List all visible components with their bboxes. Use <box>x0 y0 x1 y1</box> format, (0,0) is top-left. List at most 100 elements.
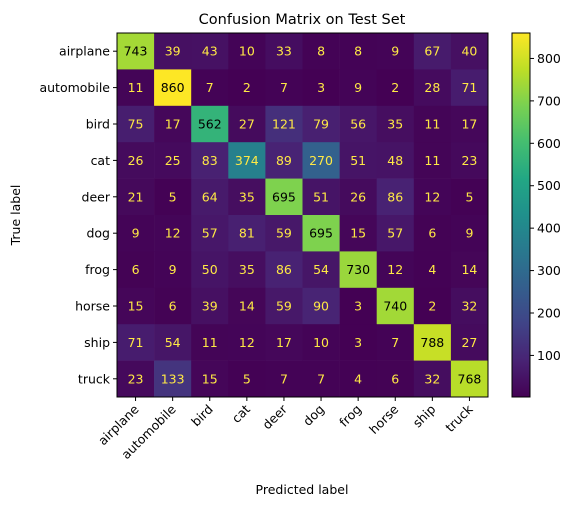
y-tick-label: bird <box>86 117 110 132</box>
cell-value: 39 <box>165 44 181 59</box>
heatmap-cell <box>228 324 266 361</box>
cell-value: 79 <box>313 117 329 132</box>
cell-value: 6 <box>169 299 177 314</box>
heatmap-cell <box>339 215 377 252</box>
heatmap-cell <box>302 33 340 70</box>
heatmap-cell <box>228 287 266 325</box>
heatmap-cell <box>413 360 452 398</box>
cell-value: 81 <box>239 226 255 241</box>
cell-value: 12 <box>424 189 440 204</box>
cell-value: 57 <box>202 226 218 241</box>
y-tick-labels: airplane automobile bird cat deer dog frog hors… <box>39 44 117 386</box>
heatmap-cell <box>265 105 303 143</box>
heatmap-cell <box>154 142 192 179</box>
heatmap-cell <box>413 142 452 179</box>
y-tick-label: cat <box>91 153 111 168</box>
cell-value: 43 <box>202 44 218 59</box>
heatmap-cell <box>413 33 452 70</box>
heatmap-cell <box>228 360 266 398</box>
heatmap-cell <box>117 142 155 179</box>
cell-value: 12 <box>387 262 403 277</box>
cell-value: 48 <box>387 153 403 168</box>
colorbar-tick-label: 600 <box>537 136 561 151</box>
heatmap-cell <box>191 251 229 289</box>
cell-value: 67 <box>424 44 440 59</box>
heatmap-cell <box>339 251 377 289</box>
cell-value: 51 <box>313 189 329 204</box>
heatmap-cell <box>265 33 303 70</box>
cell-value: 15 <box>202 371 218 386</box>
cell-value: 740 <box>383 299 407 314</box>
cell-value: 56 <box>350 117 366 132</box>
heatmap-cell <box>376 69 415 107</box>
heatmap-cell <box>228 33 266 70</box>
cell-value: 27 <box>239 117 255 132</box>
cell-value: 3 <box>354 299 362 314</box>
heatmap-cell <box>376 33 415 70</box>
heatmap-cell <box>154 360 192 398</box>
heatmap-cell <box>191 287 229 325</box>
cell-value: 768 <box>458 371 482 386</box>
cell-value: 32 <box>424 371 440 386</box>
heatmap-cell <box>376 142 415 179</box>
cell-value: 9 <box>391 44 399 59</box>
cell-value: 11 <box>424 117 440 132</box>
cell-value: 86 <box>387 189 403 204</box>
cell-value: 71 <box>461 80 477 95</box>
cell-value: 32 <box>461 299 477 314</box>
colorbar-tick-label: 300 <box>537 263 561 278</box>
cell-value: 39 <box>202 299 218 314</box>
cell-value: 59 <box>276 226 292 241</box>
cell-value: 7 <box>280 80 288 95</box>
x-axis-label: Predicted label <box>256 482 349 497</box>
x-tick-label: frog <box>336 402 364 430</box>
heatmap-cell <box>339 33 377 70</box>
heatmap-cell <box>413 215 452 252</box>
cell-value: 17 <box>165 117 181 132</box>
heatmap-cell <box>450 251 489 289</box>
cell-value: 17 <box>461 117 477 132</box>
heatmap-cell <box>117 33 155 70</box>
cell-value: 743 <box>124 44 148 59</box>
heatmap-cell <box>450 287 489 325</box>
cell-value: 10 <box>313 335 329 350</box>
heatmap-cell <box>117 287 155 325</box>
heatmap-cell <box>339 324 377 361</box>
heatmap-cell <box>339 69 377 107</box>
heatmap-cell <box>228 105 266 143</box>
heatmap-cell <box>117 215 155 252</box>
heatmap-cell <box>265 251 303 289</box>
heatmap-cell <box>302 287 340 325</box>
heatmap-cell <box>339 142 377 179</box>
heatmap-cell <box>228 215 266 252</box>
colorbar-tick-label: 400 <box>537 221 561 236</box>
cell-value: 21 <box>128 189 144 204</box>
chart-title: Confusion Matrix on Test Set <box>199 12 406 28</box>
heatmap-cell <box>228 142 266 179</box>
heatmap-cell <box>376 178 415 216</box>
heatmap-cell <box>376 360 415 398</box>
heatmap-cell <box>265 142 303 179</box>
heatmap-cell <box>265 324 303 361</box>
colorbar-ticks: 100 200 300 400 500 600 700 800 <box>530 51 561 363</box>
heatmap-cell <box>154 69 192 107</box>
cell-value: 8 <box>317 44 325 59</box>
heatmap-cell <box>413 178 452 216</box>
y-tick-label: horse <box>75 299 110 314</box>
cell-value: 14 <box>461 262 477 277</box>
cell-value: 71 <box>128 335 144 350</box>
y-tick-label: ship <box>84 335 110 350</box>
cell-value: 7 <box>391 335 399 350</box>
cell-value: 75 <box>128 117 144 132</box>
heatmap-cell <box>117 69 155 107</box>
cell-value: 40 <box>461 44 477 59</box>
colorbar-tick-label: 200 <box>537 306 561 321</box>
cell-value: 3 <box>317 80 325 95</box>
heatmap-cell <box>228 251 266 289</box>
colorbar-tick-label: 500 <box>537 178 561 193</box>
heatmap-cell <box>302 105 340 143</box>
heatmap-cell <box>302 142 340 179</box>
heatmap-cell <box>154 215 192 252</box>
cell-value: 788 <box>420 335 444 350</box>
